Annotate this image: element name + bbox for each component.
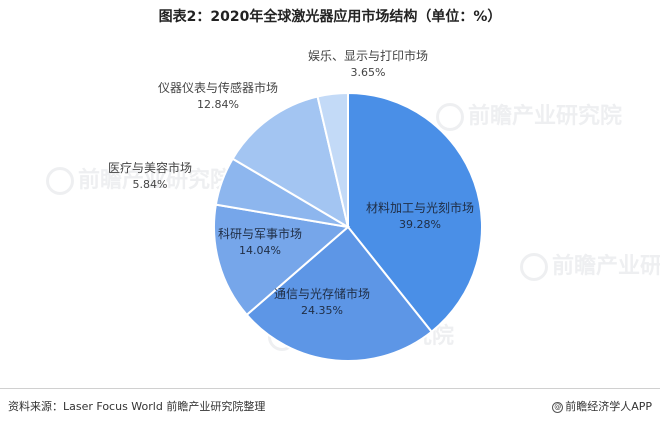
- pie-chart: 材料加工与光刻市场 39.28% 通信与光存储市场 24.35% 科研与军事市场 14.0…: [108, 48, 483, 362]
- slice-label: 材料加工与光刻市场: [366, 200, 474, 215]
- slice-value-label: 5.84%: [133, 178, 168, 191]
- slice-value-label: 3.65%: [351, 66, 386, 79]
- slice-label: 通信与光存储市场: [274, 286, 370, 301]
- slice-value-label: 39.28%: [399, 218, 441, 231]
- slice-entertainment-display: [316, 91, 349, 228]
- slice-communication: [245, 225, 433, 362]
- chart-title: 图表2：2020年全球激光器应用市场结构（单位：%）: [158, 9, 502, 25]
- slice-value-label: 14.04%: [239, 244, 281, 257]
- slice-value-label: 12.84%: [197, 98, 239, 111]
- slice-instruments-sensors: [231, 95, 350, 230]
- slice-value-label: 24.35%: [301, 304, 343, 317]
- source-note: 资料来源：Laser Focus World 前瞻产业研究院整理: [8, 400, 266, 413]
- slice-label: 医疗与美容市场: [108, 160, 192, 175]
- slice-label: 科研与军事市场: [218, 226, 302, 241]
- credit-text: 前瞻经济学人APP: [565, 400, 652, 413]
- footer-divider: [0, 388, 660, 389]
- credit: @ 前瞻经济学人APP: [552, 398, 652, 414]
- slice-label: 仪器仪表与传感器市场: [158, 80, 278, 95]
- slice-research-military: [213, 203, 351, 317]
- slice-label: 娱乐、显示与打印市场: [308, 48, 428, 63]
- at-icon: @: [552, 401, 564, 413]
- slice-material-processing: [347, 91, 483, 334]
